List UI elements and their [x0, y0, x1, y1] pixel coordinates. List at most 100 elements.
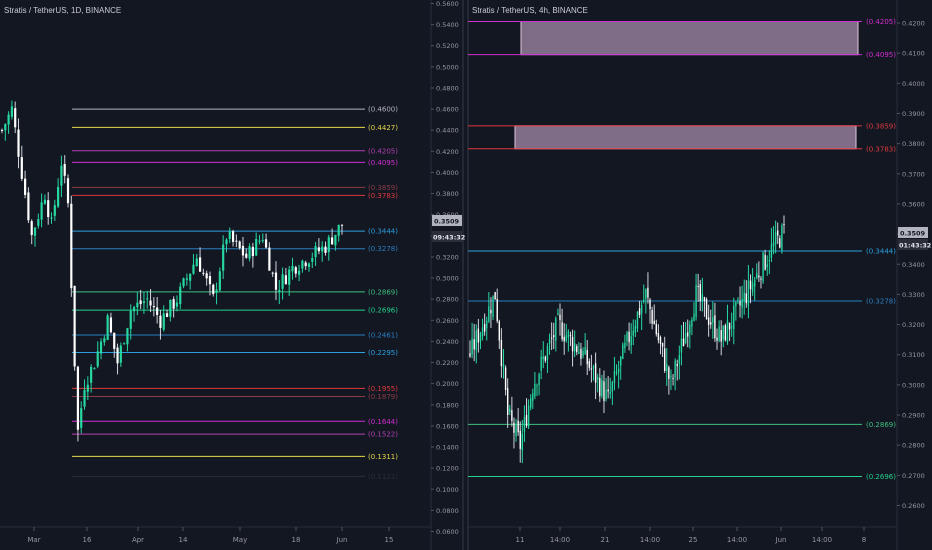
- candle-body: [231, 231, 235, 242]
- candle-body: [80, 408, 83, 428]
- candle-body: [281, 274, 284, 289]
- candle-body: [477, 328, 480, 343]
- candle-body: [502, 363, 505, 368]
- candle-body: [726, 320, 729, 343]
- candle-body: [142, 301, 146, 304]
- x-tick-label: Jun: [336, 536, 348, 544]
- candle-body: [24, 178, 27, 195]
- candle-body: [297, 270, 301, 275]
- y-tick-label: 0.0600: [436, 528, 459, 536]
- fib-level-label: (0.1122): [368, 473, 398, 481]
- countdown-tag: [898, 239, 928, 250]
- candle-body: [540, 356, 542, 371]
- candle-body: [737, 299, 739, 301]
- candle-body: [241, 245, 245, 256]
- fib-levels-right: (0.4205) (0.4095) (0.3859) (0.3783) (0.3444)…: [468, 18, 896, 481]
- candle-body: [198, 257, 202, 272]
- candle-body: [129, 310, 132, 329]
- candle-body: [643, 299, 645, 302]
- candle-body: [676, 364, 678, 366]
- candle-body: [10, 106, 14, 117]
- candle-body: [578, 352, 580, 354]
- y-tick-label: 0.3800: [436, 190, 459, 198]
- candle-body: [680, 338, 683, 353]
- candle-body: [324, 246, 327, 254]
- x-tick-label: 15: [385, 536, 394, 544]
- candle-body: [311, 257, 314, 262]
- price-axis-right[interactable]: 0.4200 0.4100 0.4000 0.3900 0.3800 0.3700 0.36…: [897, 20, 925, 511]
- candle-body: [659, 337, 662, 344]
- candle-body: [288, 269, 291, 285]
- candle-body: [624, 342, 626, 348]
- candle-body: [483, 323, 486, 332]
- candle-body: [546, 346, 549, 360]
- candle-body: [307, 263, 311, 267]
- candle-body: [544, 356, 547, 361]
- time-axis-left[interactable]: Mar 16 Apr 14 May 18 Jun 15: [27, 527, 393, 544]
- candle-body: [96, 351, 99, 367]
- y-tick-label: 0.3300: [902, 291, 925, 299]
- countdown-label: 09:43:32: [433, 234, 465, 242]
- candle-body: [632, 330, 634, 336]
- candle-body: [334, 234, 337, 246]
- candle-body: [701, 293, 704, 302]
- candle-body: [228, 231, 231, 240]
- candle-body: [238, 241, 241, 249]
- y-tick-label: 0.5000: [436, 63, 459, 71]
- fib-level-label: (0.3444): [866, 247, 896, 255]
- candle-body: [657, 332, 660, 341]
- y-tick-label: 0.5200: [436, 42, 459, 50]
- candle-body: [758, 275, 760, 278]
- x-tick-label: 14:00: [550, 536, 570, 544]
- time-axis-right[interactable]: 11 14:00 21 14:00 25 14:00 Jun 14:00 8: [516, 527, 867, 544]
- candle-body: [588, 361, 591, 368]
- candle-body: [739, 301, 741, 306]
- candle-body: [691, 319, 693, 327]
- y-tick-label: 0.2600: [436, 317, 459, 325]
- candle-body: [340, 224, 344, 226]
- candle-body: [182, 278, 185, 287]
- candle-body: [684, 333, 687, 344]
- candle-body: [496, 298, 498, 322]
- fib-level-label: (0.3278): [866, 298, 896, 306]
- fib-level-label: (0.2696): [866, 473, 896, 481]
- candle-body: [573, 343, 576, 352]
- candle-body: [743, 292, 745, 302]
- y-tick-label: 0.3700: [902, 170, 925, 178]
- candle-body: [668, 367, 670, 380]
- candle-body: [779, 238, 781, 248]
- candle-body: [30, 221, 33, 236]
- candle-body: [83, 389, 86, 407]
- fib-level-label: (0.2869): [368, 288, 398, 296]
- candle-body: [571, 336, 574, 352]
- resistance-zones: [514, 20, 859, 150]
- fib-level-label: (0.2461): [368, 331, 398, 339]
- y-tick-label: 0.4400: [436, 127, 459, 135]
- fib-level-label: (0.3859): [368, 184, 398, 192]
- candle-body: [109, 317, 113, 333]
- candle-body: [469, 353, 471, 357]
- fib-level-label: (0.4600): [368, 106, 398, 114]
- candle-body: [710, 322, 712, 325]
- fib-level-label: (0.1644): [368, 418, 398, 426]
- candle-body: [716, 337, 718, 341]
- y-tick-label: 0.2000: [436, 380, 459, 388]
- x-tick-label: 11: [516, 536, 525, 544]
- candle-body: [116, 347, 119, 364]
- candle-body: [37, 219, 40, 226]
- resistance-zone: [514, 125, 857, 150]
- x-tick-label: May: [233, 536, 247, 544]
- candle-body: [245, 253, 248, 258]
- candle-body: [20, 157, 23, 179]
- candle-body: [663, 348, 666, 372]
- candle-body: [27, 192, 30, 221]
- candle-body: [603, 381, 605, 402]
- x-tick-label: 14: [179, 536, 188, 544]
- candle-body: [202, 272, 205, 274]
- candle-body: [565, 335, 567, 342]
- candle-body: [261, 240, 264, 242]
- candle-body: [753, 279, 756, 287]
- candle-body: [699, 284, 701, 302]
- candle-body: [770, 244, 773, 258]
- y-tick-label: 0.2900: [902, 412, 925, 420]
